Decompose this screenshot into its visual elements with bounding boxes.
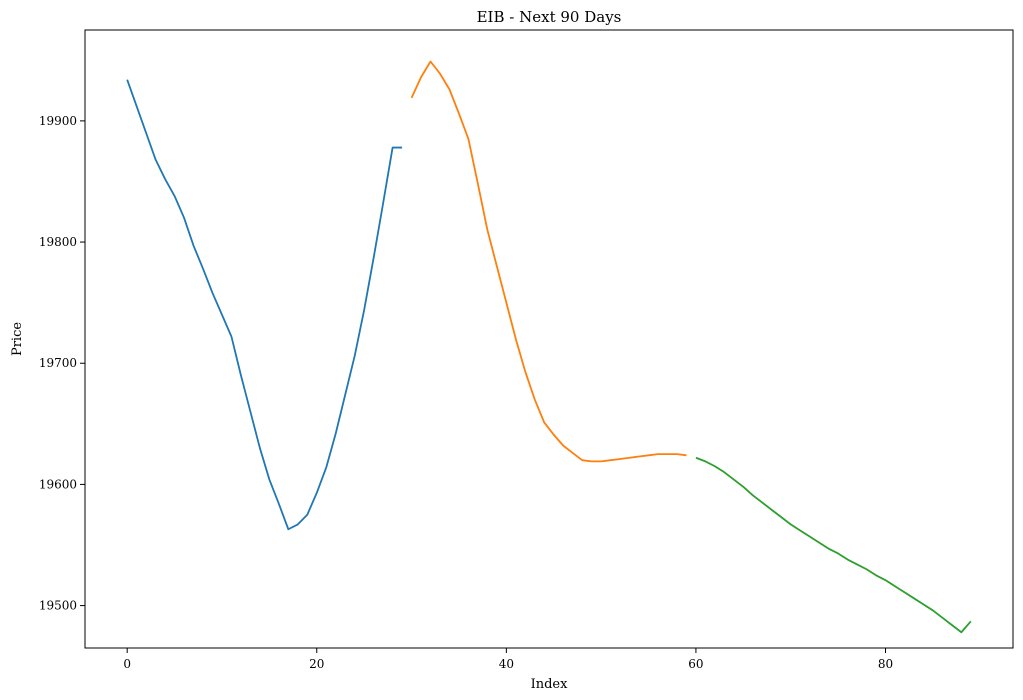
- x-tick-label: 80: [878, 657, 893, 671]
- y-tick-label: 19500: [39, 599, 77, 613]
- y-tick-label: 19600: [39, 477, 77, 491]
- x-tick-label: 60: [688, 657, 703, 671]
- x-tick-label: 0: [123, 657, 131, 671]
- y-tick-label: 19800: [39, 235, 77, 249]
- y-tick-label: 19900: [39, 114, 77, 128]
- series-line-3: [695, 456, 972, 634]
- y-tick-label: 19700: [39, 356, 77, 370]
- y-axis-label: Price: [10, 322, 25, 356]
- series-line-2: [410, 60, 687, 463]
- y-axis: 19500 19600 19700 19800 19900: [39, 114, 85, 613]
- x-tick-label: 40: [499, 657, 514, 671]
- x-axis-label: Index: [531, 677, 569, 692]
- chart-title: EIB - Next 90 Days: [477, 8, 622, 26]
- series-line-1: [126, 79, 403, 531]
- series-layer: [126, 60, 972, 634]
- plot-frame: [84, 29, 1014, 649]
- x-axis: 0 20 40 60 80: [123, 648, 893, 671]
- x-tick-label: 20: [309, 657, 324, 671]
